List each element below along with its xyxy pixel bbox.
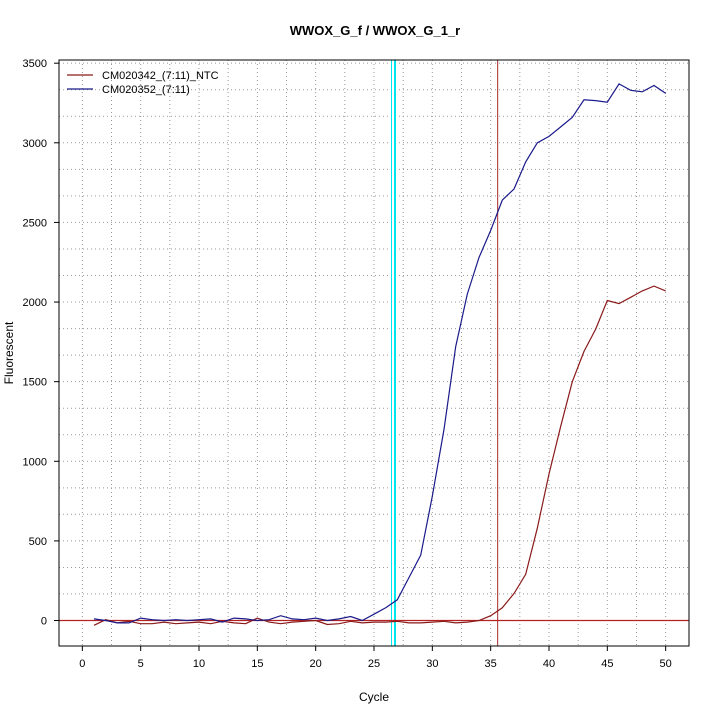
legend: CM020342_(7:11)_NTC CM020352_(7:11) <box>67 70 219 96</box>
legend-label-2: CM020352_(7:11) <box>102 84 190 96</box>
x-tick-label: 50 <box>660 658 672 670</box>
reference-lines <box>59 60 689 646</box>
x-tick-label: 30 <box>426 658 438 670</box>
y-tick-label: 1000 <box>23 456 47 468</box>
y-axis: 0 500 1000 1500 2000 2500 3000 3500 <box>23 58 59 628</box>
legend-label-1: CM020342_(7:11)_NTC <box>102 70 219 82</box>
series-layer <box>93 83 667 626</box>
series-line-2 <box>93 83 667 624</box>
x-tick-label: 10 <box>193 658 205 670</box>
x-tick-label: 20 <box>310 658 322 670</box>
x-tick-label: 5 <box>138 658 144 670</box>
x-tick-label: 25 <box>368 658 380 670</box>
y-tick-label: 1500 <box>23 377 47 389</box>
x-tick-label: 0 <box>79 658 85 670</box>
y-tick-label: 3500 <box>23 58 47 70</box>
x-tick-label: 35 <box>485 658 497 670</box>
y-tick-label: 2000 <box>23 297 47 309</box>
chart-title: WWOX_G_f / WWOX_G_1_r <box>290 23 460 38</box>
y-tick-label: 3000 <box>23 138 47 150</box>
x-tick-label: 45 <box>601 658 613 670</box>
y-tick-label: 2500 <box>23 217 47 229</box>
y-tick-label: 0 <box>41 616 47 628</box>
plot-frame <box>58 59 690 647</box>
x-axis-label: Cycle <box>359 690 389 704</box>
x-tick-label: 40 <box>543 658 555 670</box>
x-axis: 0 5 10 15 20 25 30 35 40 45 50 <box>79 646 672 670</box>
y-axis-label: Fluorescent <box>2 321 16 384</box>
series-line-1 <box>93 285 666 626</box>
y-tick-label: 500 <box>29 536 47 548</box>
x-tick-label: 15 <box>251 658 263 670</box>
grid <box>59 60 689 646</box>
